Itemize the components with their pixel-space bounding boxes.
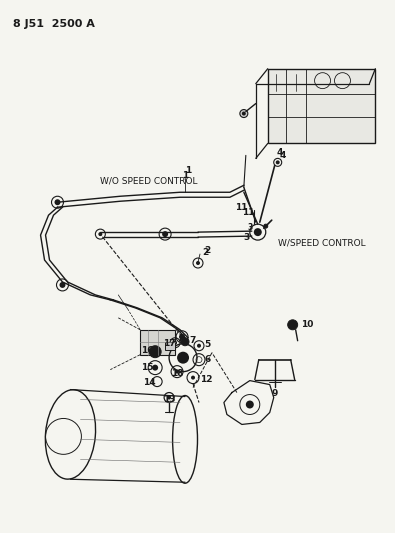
Text: 8 J51  2500 A: 8 J51 2500 A bbox=[13, 19, 94, 29]
Circle shape bbox=[152, 365, 158, 370]
Circle shape bbox=[149, 346, 161, 358]
Text: 3: 3 bbox=[244, 232, 250, 241]
Circle shape bbox=[242, 111, 246, 116]
Circle shape bbox=[98, 232, 102, 236]
Text: 4: 4 bbox=[280, 151, 286, 160]
Text: 8: 8 bbox=[178, 335, 184, 344]
Text: 11: 11 bbox=[242, 208, 254, 217]
Text: 7: 7 bbox=[189, 336, 196, 345]
Text: 15: 15 bbox=[141, 363, 154, 372]
Circle shape bbox=[181, 338, 189, 346]
Circle shape bbox=[276, 160, 280, 164]
Circle shape bbox=[55, 199, 60, 205]
Circle shape bbox=[196, 261, 200, 265]
Circle shape bbox=[177, 352, 189, 364]
Text: 12: 12 bbox=[200, 375, 213, 384]
Text: 2: 2 bbox=[204, 246, 210, 255]
Text: 14: 14 bbox=[143, 378, 156, 387]
Circle shape bbox=[197, 344, 201, 348]
Circle shape bbox=[254, 228, 262, 236]
Text: 4: 4 bbox=[277, 148, 283, 157]
Text: 1: 1 bbox=[185, 166, 191, 175]
Text: 17: 17 bbox=[163, 339, 176, 348]
Text: 18: 18 bbox=[171, 369, 184, 378]
Text: W/O SPEED CONTROL: W/O SPEED CONTROL bbox=[100, 177, 198, 186]
Circle shape bbox=[167, 395, 171, 400]
Circle shape bbox=[162, 231, 168, 237]
Text: 3: 3 bbox=[248, 223, 253, 232]
Text: 16: 16 bbox=[141, 346, 154, 355]
Circle shape bbox=[60, 282, 66, 288]
Text: W/SPEED CONTROL: W/SPEED CONTROL bbox=[278, 239, 365, 248]
Bar bbox=[140, 330, 175, 354]
Bar bbox=[165, 342, 175, 350]
Text: 1: 1 bbox=[182, 171, 188, 180]
Text: 9: 9 bbox=[271, 389, 278, 398]
Text: 11: 11 bbox=[235, 203, 248, 212]
Circle shape bbox=[246, 400, 254, 408]
FancyBboxPatch shape bbox=[268, 69, 375, 143]
Circle shape bbox=[240, 110, 248, 117]
Text: 2: 2 bbox=[202, 247, 208, 256]
Circle shape bbox=[264, 224, 268, 228]
Text: 13: 13 bbox=[163, 395, 176, 404]
Circle shape bbox=[288, 320, 298, 330]
Circle shape bbox=[173, 341, 177, 345]
Circle shape bbox=[175, 370, 179, 374]
Circle shape bbox=[179, 334, 185, 340]
Circle shape bbox=[191, 376, 195, 379]
Text: 5: 5 bbox=[204, 340, 210, 349]
Text: 6: 6 bbox=[205, 355, 211, 364]
Text: 10: 10 bbox=[301, 320, 313, 329]
